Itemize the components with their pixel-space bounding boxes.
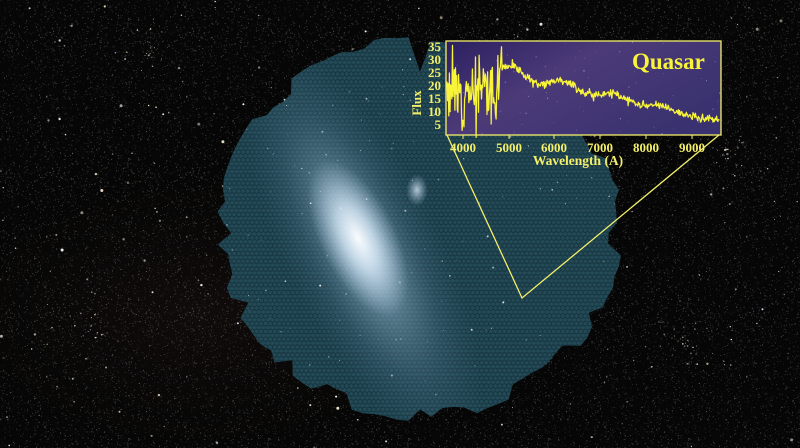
svg-text:4000: 4000 — [450, 140, 476, 155]
svg-text:Wavelength (A): Wavelength (A) — [533, 153, 623, 168]
svg-text:9000: 9000 — [679, 140, 705, 155]
svg-text:5: 5 — [435, 117, 442, 132]
svg-text:Quasar: Quasar — [632, 49, 705, 74]
svg-text:Flux: Flux — [409, 90, 424, 116]
svg-text:5000: 5000 — [496, 140, 522, 155]
svg-text:8000: 8000 — [633, 140, 659, 155]
